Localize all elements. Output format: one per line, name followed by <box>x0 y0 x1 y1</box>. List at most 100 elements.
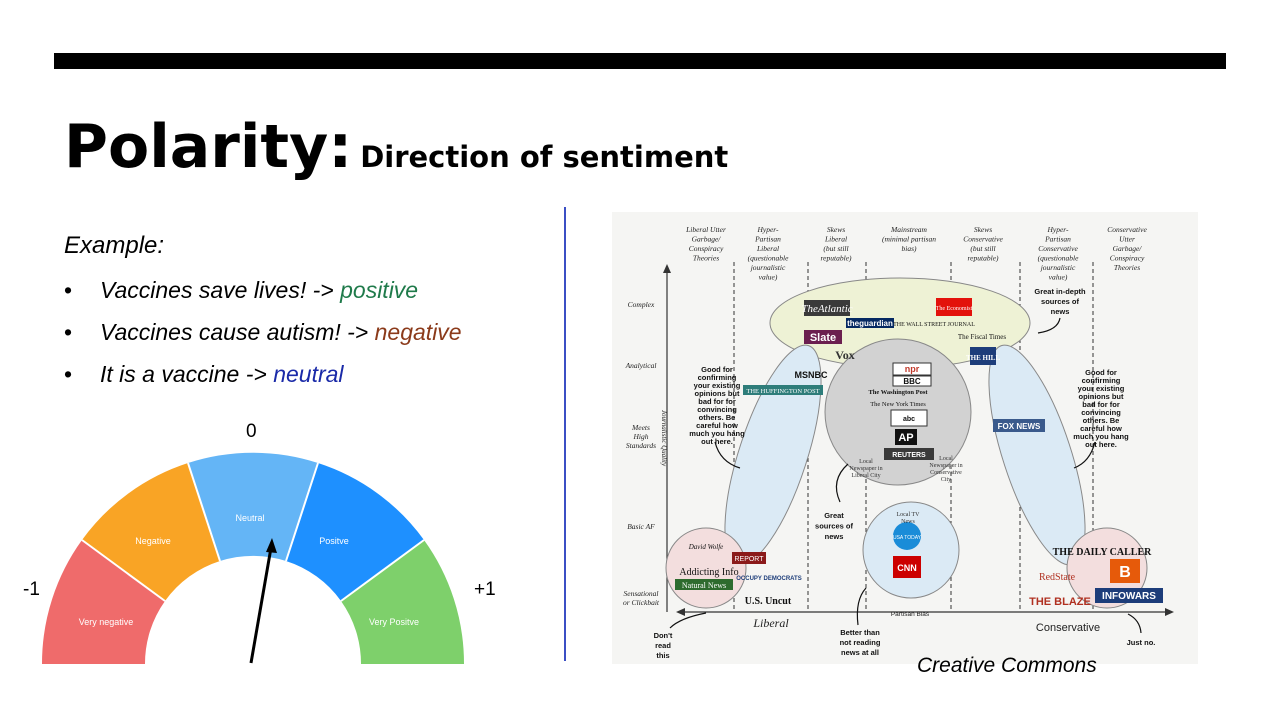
column-heading: value) <box>1049 273 1068 282</box>
row-heading: Meets <box>631 423 650 432</box>
bullet-glyph: • <box>64 277 73 303</box>
note-great-top: news <box>1051 307 1070 316</box>
note-local-conservative: Local <box>939 456 953 462</box>
x-axis-liberal: Liberal <box>752 616 789 630</box>
row-heading: Standards <box>626 441 656 450</box>
column-heading: (but still <box>970 244 995 253</box>
note-good-right: bad for for <box>1082 400 1120 409</box>
logo-redstate: RedState <box>1039 572 1076 583</box>
column-heading: Theories <box>1114 263 1140 272</box>
note-good-right: your existing <box>1078 384 1125 393</box>
note-good-right: Good for <box>1085 368 1117 377</box>
bullet-glyph: • <box>64 319 73 345</box>
note-good-right: convincing <box>1081 408 1121 417</box>
note-good-right: out here. <box>1085 440 1117 449</box>
column-heading: (questionable <box>1038 254 1079 263</box>
note-good-right: others. Be <box>1083 416 1120 425</box>
note-dont-read: read <box>655 641 671 650</box>
note-good-left: bad for for <box>698 397 736 406</box>
gauge-label-min: -1 <box>23 579 40 600</box>
logo-huffpost: THE HUFFINGTON POST <box>746 388 819 395</box>
logo-nyt: The New York Times <box>870 401 926 408</box>
row-heading: Sensational <box>624 589 659 598</box>
gauge-label-max: +1 <box>474 579 496 600</box>
list-item: • Vaccines cause autism! -> negative <box>64 316 462 358</box>
note-good-left: out here. <box>701 437 733 446</box>
column-heading: reputable) <box>968 254 999 263</box>
gauge-label-positive: Positve <box>319 536 349 546</box>
logo-daily-caller: THE DAILY CALLER <box>1053 547 1153 558</box>
x-axis-conservative: Conservative <box>1036 622 1100 634</box>
logo-npr: npr <box>905 364 920 374</box>
logo-addicting-info: Addicting Info <box>679 567 738 578</box>
example-heading: Example: <box>64 232 165 259</box>
note-good-right: opinions but <box>1079 392 1124 401</box>
note-local-conservative: Conservative <box>930 470 962 476</box>
example-label-neutral: neutral <box>273 361 344 387</box>
note-dont-read: Don't <box>654 631 673 640</box>
note-good-right: confirming <box>1082 376 1121 385</box>
logo-atlantic: TheAtlantic <box>801 303 852 315</box>
gauge-segment-very-negative <box>41 540 165 664</box>
note-good-left: your existing <box>694 381 741 390</box>
column-heading: Hyper- <box>756 225 779 234</box>
column-heading: Conservative <box>963 235 1003 244</box>
column-heading: (questionable <box>748 254 789 263</box>
logo-msnbc: MSNBC <box>795 370 828 380</box>
gauge-needle-tip <box>266 538 277 553</box>
example-text: Vaccines cause autism! -> <box>100 319 375 345</box>
row-heading: or Clickbait <box>623 598 660 607</box>
logo-usa-today: USA TODAY <box>893 535 922 541</box>
row-heading: Basic AF <box>627 522 655 531</box>
gauge-needle <box>249 541 274 664</box>
example-list: • Vaccines save lives! -> positive • Vac… <box>64 274 462 400</box>
logo-economist: The Economist <box>936 306 973 312</box>
list-item: • It is a vaccine -> neutral <box>64 358 462 400</box>
logo-slate: Slate <box>810 332 836 344</box>
title-subtitle: Direction of sentiment <box>360 140 729 174</box>
note-good-left: Good for <box>701 365 733 374</box>
gauge-segment-negative <box>82 463 220 601</box>
note-better-than: not reading <box>840 638 881 647</box>
logo-bbc: BBC <box>903 377 921 386</box>
gauge-label-zero: 0 <box>246 421 257 442</box>
gauge-segment-positive <box>286 463 424 601</box>
note-great-mid: sources of <box>815 522 853 531</box>
column-heading: Hyper- <box>1046 225 1069 234</box>
note-good-left: opinions but <box>695 389 740 398</box>
column-heading: Skews <box>974 225 992 234</box>
example-label-positive: positive <box>340 277 419 303</box>
row-heading: High <box>633 432 649 441</box>
gauge-label-negative: Negative <box>135 536 171 546</box>
title-main: Polarity: <box>64 112 353 182</box>
column-heading: value) <box>759 273 778 282</box>
page-title: Polarity: Direction of sentiment <box>64 112 728 182</box>
gauge-label-very-negative: Very negative <box>79 617 134 627</box>
note-good-left: careful how <box>696 421 738 430</box>
bullet-glyph: • <box>64 361 73 387</box>
column-heading: journalistic <box>1040 263 1076 272</box>
logo-cnn: CNN <box>897 563 917 573</box>
note-good-left: others. Be <box>699 413 736 422</box>
column-heading: Partisan <box>1044 235 1071 244</box>
note-just-no: Just no. <box>1127 638 1156 647</box>
gauge-segment-neutral <box>188 452 318 561</box>
gauge-label-neutral: Neutral <box>235 513 264 523</box>
column-heading: Theories <box>693 254 719 263</box>
column-heading: Partisan <box>754 235 781 244</box>
note-good-left: confirming <box>698 373 737 382</box>
column-heading: Utter <box>1119 235 1135 244</box>
logo-the-hill: THE HILL <box>966 354 1000 362</box>
note-better-than: Better than <box>840 628 880 637</box>
note-local-conservative: Newspaper in <box>929 463 962 469</box>
note-better-than: news at all <box>841 648 879 657</box>
logo-guardian: theguardian <box>847 319 893 328</box>
y-axis-label: Journalistic Quality <box>660 410 668 467</box>
note-good-left: much you hang <box>689 429 745 438</box>
note-good-left: convincing <box>697 405 737 414</box>
note-great-top: sources of <box>1041 297 1079 306</box>
column-heading: Garbage/ <box>1113 244 1143 253</box>
logo-wsj: THE WALL STREET JOURNAL <box>893 322 975 328</box>
column-heading: Liberal <box>824 235 847 244</box>
